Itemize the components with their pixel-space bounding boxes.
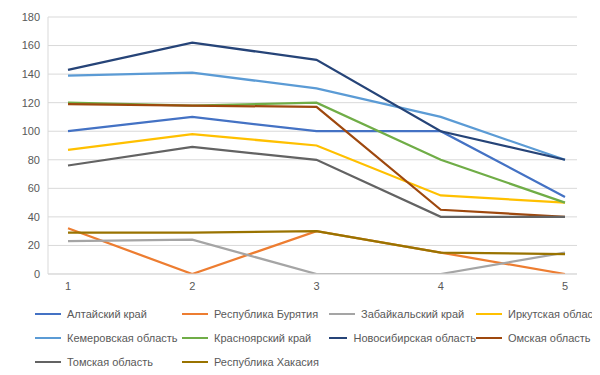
svg-text:20: 20: [28, 239, 40, 251]
html-text:Кемеровская область: Кемеровская область: [67, 332, 178, 344]
svg-text:180: 180: [22, 11, 40, 23]
svg-text:140: 140: [22, 68, 40, 80]
svg-text:100: 100: [22, 125, 40, 137]
html-text:Томская область: Томская область: [67, 356, 153, 368]
html-text:Новосибирская область: Новосибирская область: [353, 332, 476, 344]
html-text:Республика Хакасия: Республика Хакасия: [214, 356, 319, 368]
svg-text:160: 160: [22, 39, 40, 51]
svg-text:4: 4: [438, 280, 444, 292]
svg-text:120: 120: [22, 97, 40, 109]
svg-text:40: 40: [28, 211, 40, 223]
svg-text:0: 0: [34, 268, 40, 280]
svg-text:2: 2: [189, 280, 195, 292]
svg-text:80: 80: [28, 154, 40, 166]
svg-text:60: 60: [28, 182, 40, 194]
svg-text:1: 1: [65, 280, 71, 292]
html-text:Забайкальский край: Забайкальский край: [361, 308, 465, 320]
svg-text:3: 3: [313, 280, 319, 292]
svg-text:5: 5: [562, 280, 568, 292]
html-text:Алтайский край: Алтайский край: [67, 308, 147, 320]
html-text:Республика Бурятия: Республика Бурятия: [214, 308, 319, 320]
html-text:Красноярский край: Красноярский край: [214, 332, 312, 344]
html-text:Омская область: Омская область: [508, 332, 591, 344]
